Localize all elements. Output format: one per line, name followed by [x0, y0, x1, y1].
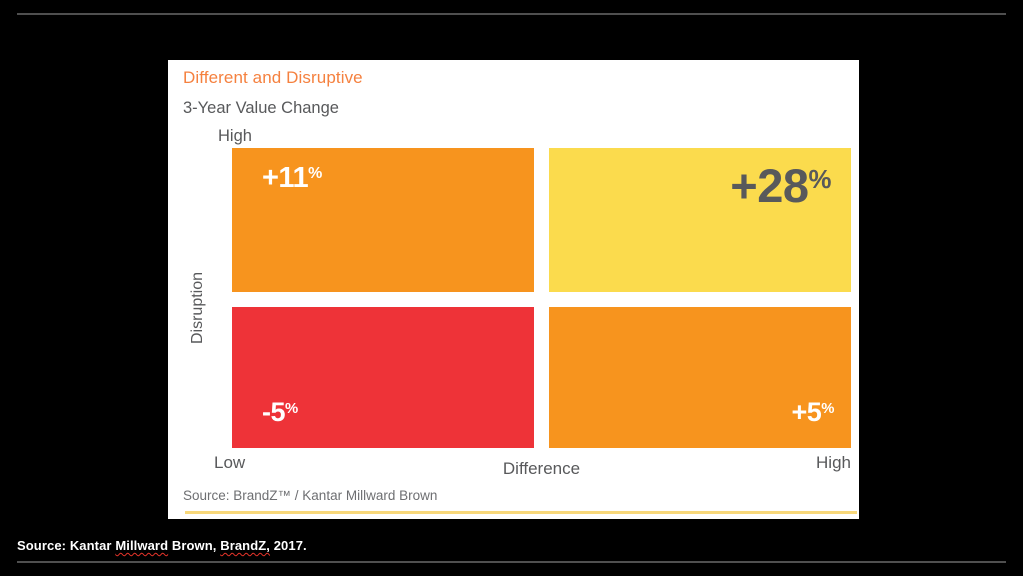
chart-card: Different and Disruptive 3-Year Value Ch…: [168, 60, 859, 519]
y-axis-high-label: High: [218, 127, 252, 145]
caption-segment: Brown,: [168, 538, 221, 553]
x-axis-high-label: High: [816, 453, 851, 472]
quadrant-number: -5: [262, 397, 286, 427]
percent-sign: %: [285, 400, 298, 417]
caption-segment: Source: Kantar: [17, 538, 116, 553]
top-divider: [17, 13, 1006, 15]
chart-title: Different and Disruptive: [183, 68, 363, 87]
quadrant-number: +28: [730, 159, 809, 212]
chart-source: Source: BrandZ™ / Kantar Millward Brown: [183, 488, 438, 503]
quadrant-value: +5%: [792, 397, 835, 428]
quadrant-top-right: +28%: [549, 148, 851, 292]
quadrant-value: +11%: [262, 162, 322, 195]
quadrant-top-left: +11%: [232, 148, 534, 292]
quadrant-value: +28%: [730, 158, 831, 213]
quadrant-bottom-right: +5%: [549, 307, 851, 448]
caption-segment: 2017.: [270, 538, 307, 553]
x-axis-low-label: Low: [214, 453, 246, 472]
quadrant-value: -5%: [262, 397, 298, 428]
caption-segment-misspelled: Millward: [115, 538, 169, 553]
card-accent-rule: [185, 511, 857, 514]
x-axis-label: Difference: [502, 459, 581, 478]
percent-sign: %: [808, 165, 832, 194]
percent-sign: %: [821, 400, 834, 417]
caption-segment-misspelled: BrandZ,: [220, 538, 271, 553]
quadrant-bottom-left: -5%: [232, 307, 534, 448]
chart-subtitle: 3-Year Value Change: [183, 99, 339, 117]
slide-caption: Source: Kantar Millward Brown, BrandZ, 2…: [17, 538, 307, 553]
quadrant-number: +11: [262, 162, 309, 194]
percent-sign: %: [308, 165, 322, 183]
bottom-divider: [17, 561, 1006, 563]
quadrant-number: +5: [791, 397, 822, 427]
y-axis-label: Disruption: [189, 271, 206, 345]
